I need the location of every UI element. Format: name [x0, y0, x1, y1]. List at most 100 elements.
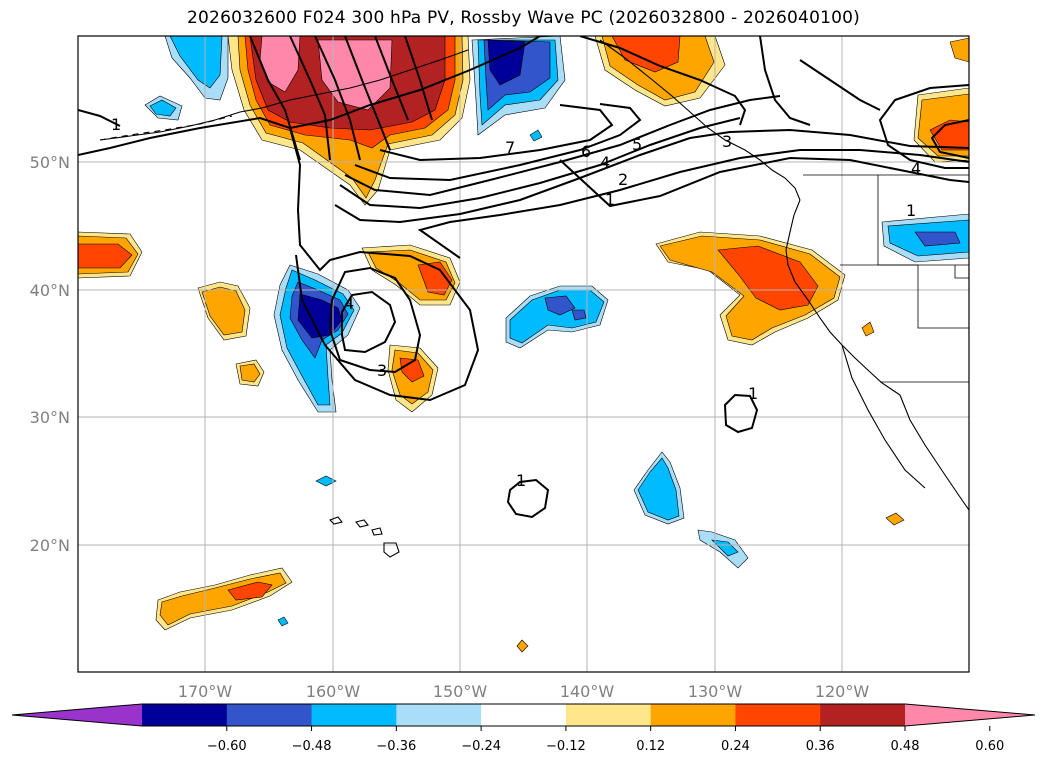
contour-label: 1	[516, 471, 526, 490]
colorbar-segment	[820, 704, 906, 726]
map-title: 2026032600 F024 300 hPa PV, Rossby Wave …	[187, 8, 860, 28]
contour-vertical-1	[249, 36, 301, 161]
bc-coast	[599, 39, 801, 201]
contour-label: 7	[505, 138, 515, 157]
colorbar-tick-label: 0.48	[891, 739, 920, 754]
colorbar-segment	[735, 704, 821, 726]
negative-anomaly	[509, 289, 605, 344]
colorbar-tick-label: 0.24	[721, 739, 750, 754]
lat-label: 40°N	[30, 281, 70, 300]
colorbar-outline	[11, 703, 1036, 727]
contour-ring-south	[506, 478, 550, 519]
hawaii-islands	[329, 516, 400, 558]
baja-california	[841, 344, 926, 489]
contour-west-1	[78, 109, 121, 127]
negative-anomaly	[149, 99, 177, 117]
mexico-coast	[899, 394, 969, 511]
contour-bc-lines	[579, 36, 747, 126]
contour-vertical-3	[314, 36, 361, 161]
political-borders	[803, 174, 969, 383]
colorbar-segment	[565, 704, 652, 726]
contour-label: 4	[911, 159, 921, 178]
contour-labels: 1 7 6 5 4 3 2 1 4 3 1 1 4 1	[111, 115, 921, 490]
lon-label: 150°W	[433, 682, 488, 701]
positive-anomaly	[861, 321, 875, 337]
colorbar-extend-low	[12, 704, 142, 726]
positive-anomaly	[227, 581, 273, 601]
contour-label: 1	[748, 384, 758, 403]
contour-5	[344, 95, 781, 197]
negative-anomaly	[571, 309, 587, 321]
negative-anomaly	[914, 231, 961, 247]
colorbar	[11, 703, 1036, 727]
colorbar-tick-label: −0.48	[292, 739, 332, 754]
contour-4	[341, 290, 397, 354]
negative-anomaly	[277, 616, 289, 627]
positive-anomaly	[516, 639, 529, 653]
contour-3-arc	[334, 128, 969, 224]
map-content: 1 7 6 5 4 3 2 1 4 3 1 1 4 1	[78, 36, 969, 672]
contour-bc-lines-2	[759, 36, 811, 126]
lon-label: 160°W	[306, 682, 361, 701]
map-frame	[77, 35, 970, 673]
lon-label: 120°W	[815, 682, 870, 701]
negative-anomaly	[487, 39, 526, 86]
longitude-labels: 170°W 160°W 150°W 140°W 130°W 120°W	[178, 682, 870, 701]
negative-anomaly	[711, 539, 739, 557]
contour-label: 3	[377, 361, 387, 380]
pv-contours	[78, 36, 969, 519]
contour-label: 4	[344, 294, 354, 313]
colorbar-tick-label: −0.12	[546, 739, 586, 754]
positive-anomaly	[417, 261, 453, 296]
contour-1-north	[289, 36, 541, 129]
contour-label: 5	[632, 135, 642, 154]
alaska-coast	[99, 49, 469, 141]
colorbar-tick-label: 0.60	[975, 739, 1004, 754]
positive-anomaly	[949, 37, 969, 63]
contour-label: 1	[906, 201, 916, 220]
lat-label: 30°N	[30, 408, 70, 427]
lon-label: 130°W	[688, 682, 743, 701]
contour-vertical-2	[289, 36, 331, 161]
negative-anomaly	[637, 457, 680, 521]
contour-bc-lines-3	[799, 59, 881, 111]
contour-2	[417, 149, 969, 259]
contour-vertical-4	[344, 36, 391, 151]
latitude-labels: 50°N 40°N 30°N 20°N	[30, 153, 70, 555]
lon-label: 140°W	[560, 682, 615, 701]
contour-7	[379, 104, 614, 162]
colorbar-ticks: −0.60 −0.48 −0.36 −0.24 −0.12 0.12 0.24 0.36 0.4…	[207, 726, 1004, 754]
aleutian-islands	[99, 115, 233, 141]
colorbar-segment	[396, 704, 482, 726]
colorbar-segment	[650, 704, 736, 726]
contour-label: 1	[605, 190, 615, 209]
colorbar-segment	[142, 704, 228, 726]
negative-anomaly	[529, 129, 543, 142]
contour-label: 1	[111, 115, 121, 134]
positive-anomaly	[78, 243, 133, 269]
lat-label: 50°N	[30, 153, 70, 172]
us-west-coast	[785, 199, 901, 396]
lon-label: 170°W	[178, 682, 233, 701]
negative-anomaly	[169, 36, 223, 89]
lat-label: 20°N	[30, 536, 70, 555]
negative-anomaly	[544, 295, 576, 316]
positive-anomaly	[717, 245, 819, 311]
coastlines	[99, 39, 969, 558]
contour-label: 2	[618, 170, 628, 189]
negative-anomaly	[315, 475, 337, 487]
contour-label: 3	[722, 132, 732, 151]
colorbar-segment	[481, 704, 567, 726]
contour-label: 6	[581, 142, 591, 161]
colorbar-segment	[226, 704, 313, 726]
colorbar-tick-label: 0.12	[636, 739, 665, 754]
contour-vertical-6	[404, 36, 433, 121]
positive-anomaly	[317, 39, 393, 111]
contour-1-east	[559, 156, 969, 208]
contour-vertical-5	[374, 36, 409, 121]
colorbar-segment	[311, 704, 397, 726]
positive-anomaly	[885, 512, 905, 526]
contour-1	[78, 116, 480, 402]
contour-4-arc	[339, 117, 741, 210]
